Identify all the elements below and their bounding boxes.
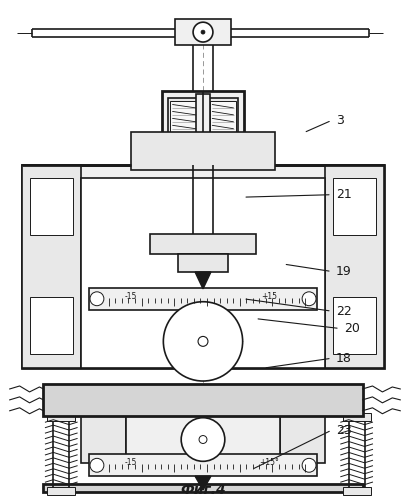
Bar	[43, 384, 362, 416]
Text: +15: +15	[261, 292, 277, 300]
Bar	[150, 234, 255, 254]
Bar	[162, 90, 243, 165]
Text: 18: 18	[335, 352, 351, 364]
Bar	[89, 288, 316, 310]
Bar	[130, 132, 275, 170]
Bar	[30, 297, 73, 354]
Circle shape	[163, 302, 242, 381]
Bar	[30, 178, 73, 236]
Text: 3: 3	[335, 114, 343, 127]
Circle shape	[198, 336, 207, 346]
Bar	[209, 100, 235, 155]
Bar	[89, 454, 316, 476]
Circle shape	[181, 418, 224, 462]
Bar	[47, 487, 75, 495]
Circle shape	[301, 458, 315, 472]
Bar	[279, 416, 324, 464]
Bar	[332, 297, 375, 354]
Text: 23: 23	[335, 424, 351, 436]
Bar	[126, 416, 279, 464]
Circle shape	[90, 292, 104, 306]
Bar	[81, 416, 126, 464]
Bar	[196, 94, 209, 165]
Bar	[81, 178, 324, 368]
Polygon shape	[194, 272, 211, 289]
Text: Фиг.4: Фиг.4	[180, 483, 225, 497]
Bar	[342, 412, 370, 420]
Text: +15°: +15°	[259, 458, 279, 468]
Circle shape	[193, 22, 212, 42]
Circle shape	[90, 458, 104, 472]
Bar	[21, 165, 384, 368]
Bar	[47, 412, 75, 420]
Text: 20: 20	[343, 322, 359, 335]
Text: 22: 22	[335, 304, 351, 318]
Bar	[178, 254, 227, 272]
Circle shape	[200, 30, 205, 34]
Bar	[170, 100, 196, 155]
Bar	[168, 98, 237, 159]
Text: 21: 21	[335, 188, 351, 201]
Bar	[332, 178, 375, 236]
Bar	[342, 487, 370, 495]
Circle shape	[301, 292, 315, 306]
Polygon shape	[194, 476, 211, 490]
Text: -15: -15	[124, 292, 136, 300]
Text: 19: 19	[335, 265, 351, 278]
Bar	[43, 484, 362, 492]
Text: -15: -15	[124, 458, 136, 468]
Bar	[324, 165, 384, 368]
Bar	[175, 19, 230, 45]
Circle shape	[198, 436, 207, 444]
Bar	[21, 165, 81, 368]
